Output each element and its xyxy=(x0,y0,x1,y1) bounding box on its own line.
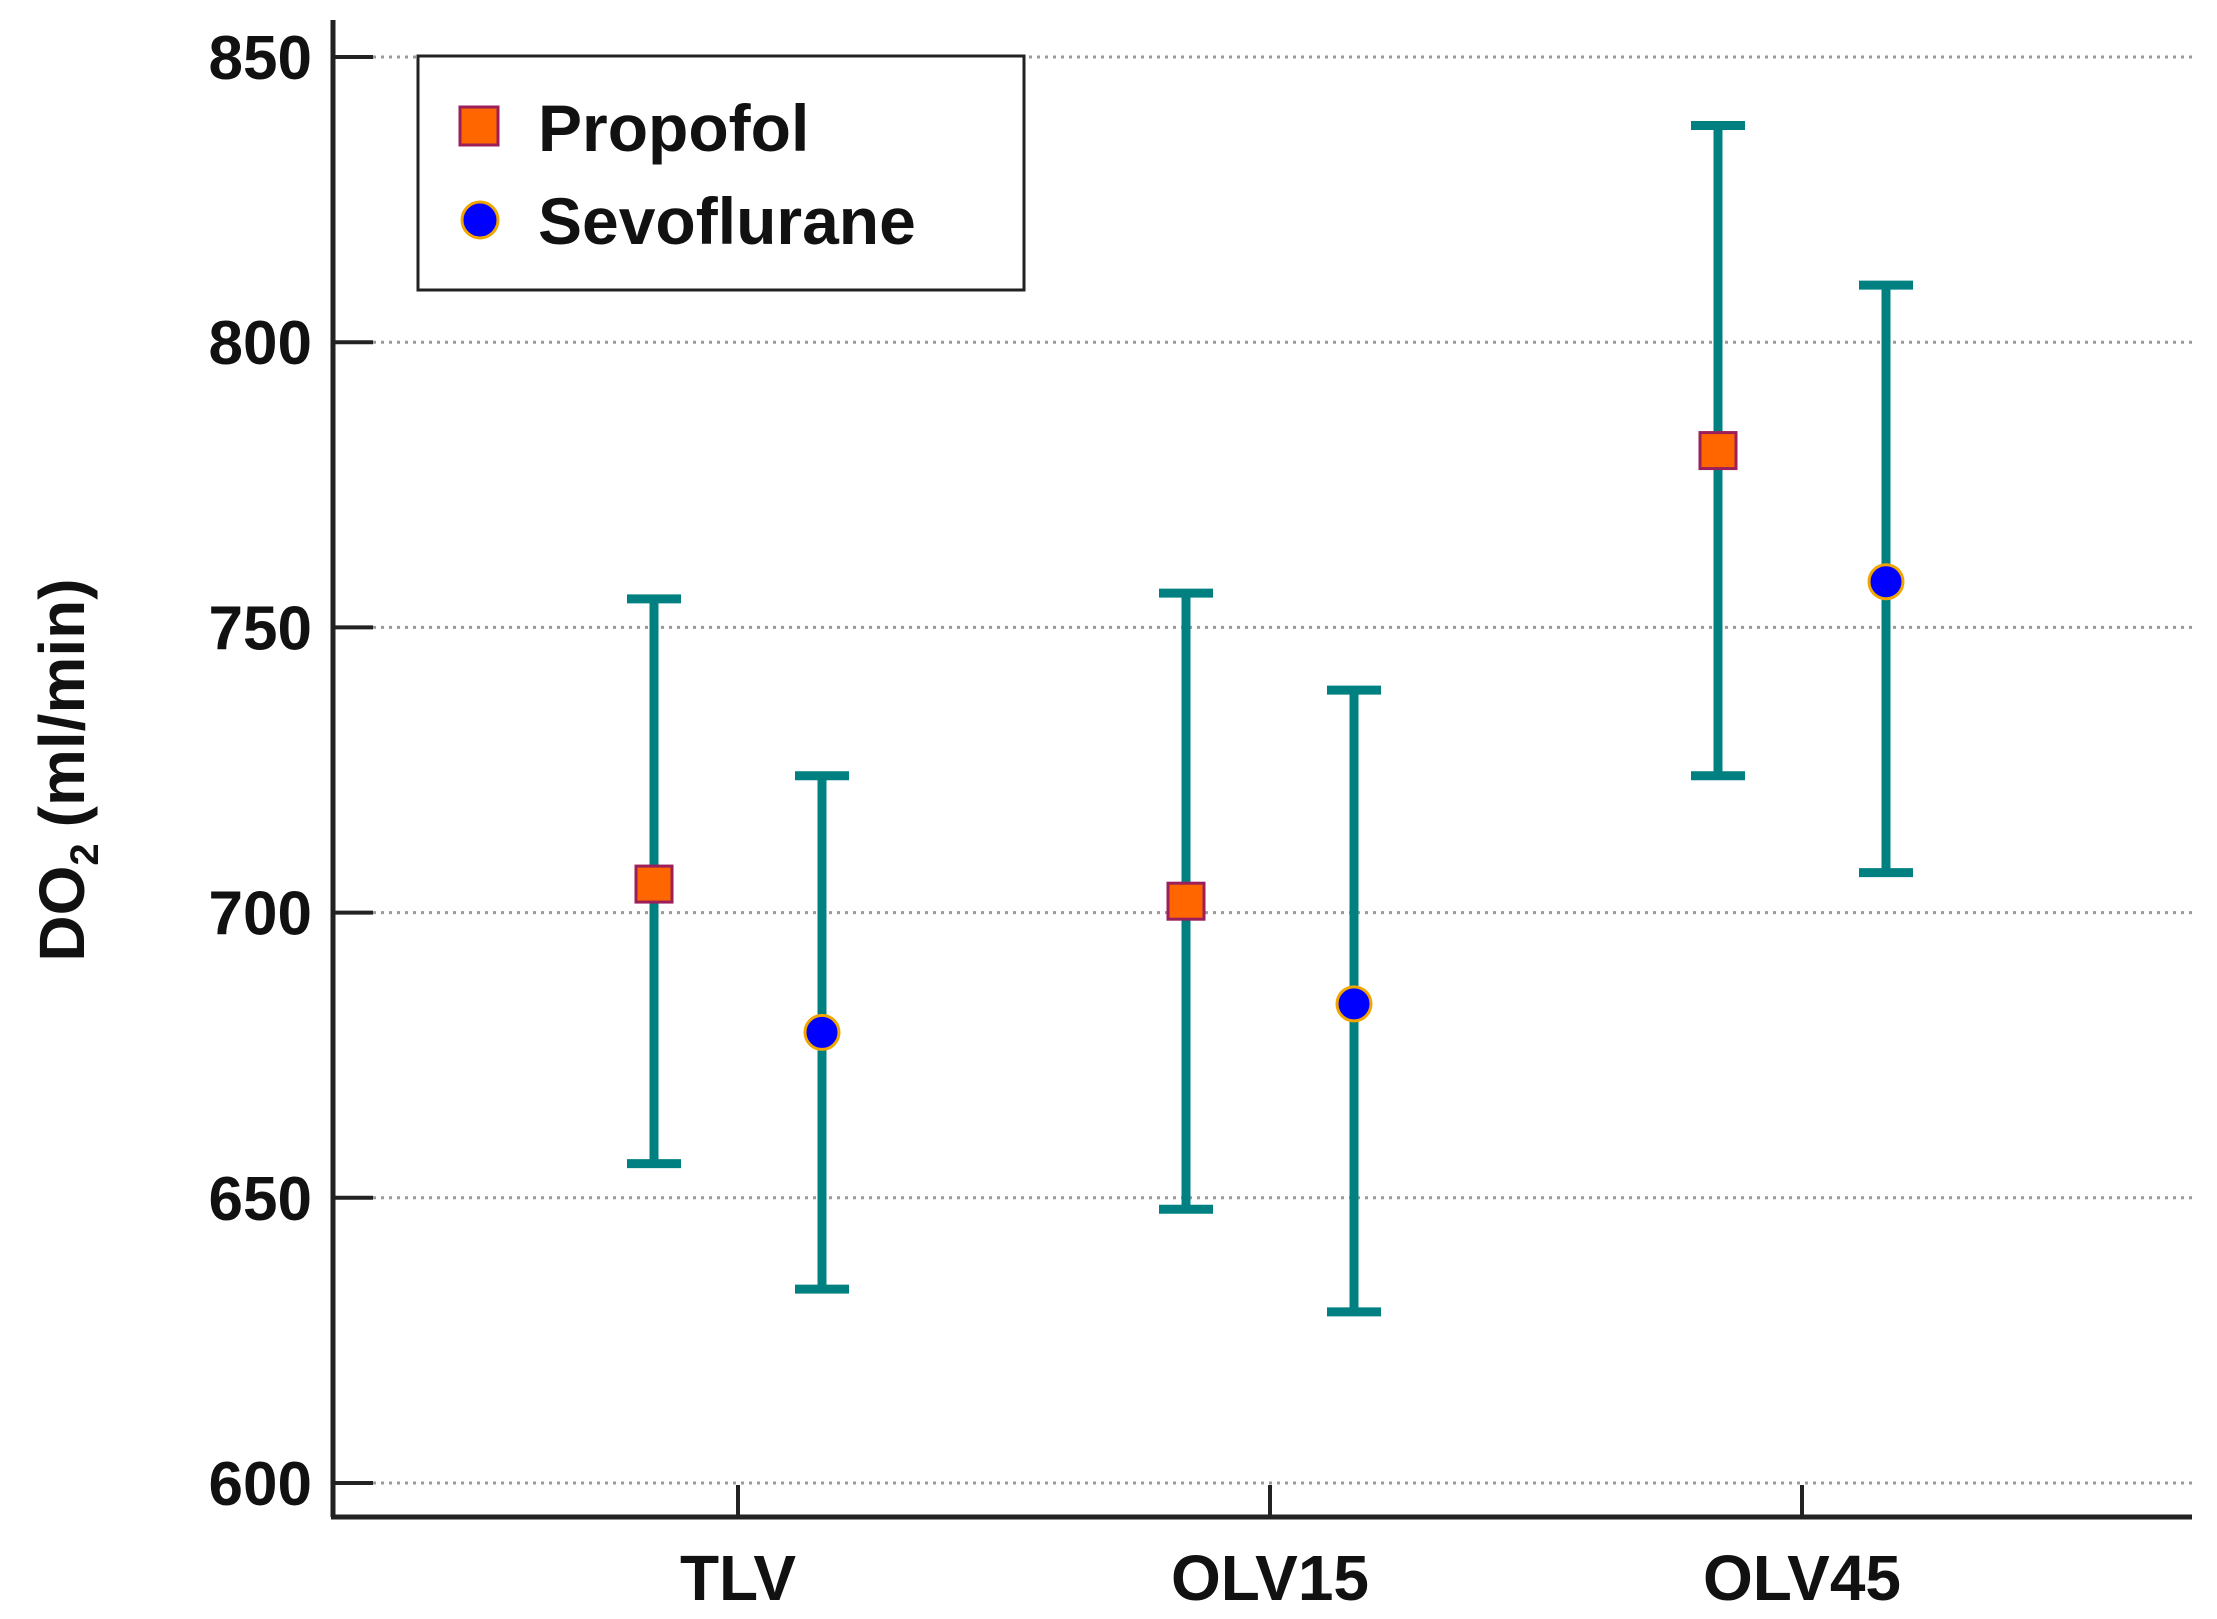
marker-propofol-olv45 xyxy=(1698,431,1738,471)
y-tick-label-650: 650 xyxy=(209,1165,312,1234)
data-markers xyxy=(634,431,1905,1051)
x-tick-label-olv15: OLV15 xyxy=(1171,1542,1369,1614)
y-tick-label-700: 700 xyxy=(209,880,312,949)
y-axis-title-unit: (ml/min) xyxy=(26,578,98,827)
error-bars xyxy=(627,120,1913,1317)
y-tick-label-850: 850 xyxy=(209,24,312,93)
x-tick-label-tlv: TLV xyxy=(680,1542,796,1614)
marker-propofol-tlv xyxy=(634,864,674,904)
marker-propofol-olv15 xyxy=(1166,881,1206,921)
x-tick-labels: TLV OLV15 OLV45 xyxy=(680,1542,1901,1614)
y-axis-title: DO2 (ml/min) xyxy=(26,578,107,961)
marker-sevoflurane-tlv xyxy=(803,1013,841,1051)
y-tick-labels: 600 650 700 750 800 850 xyxy=(209,24,312,1519)
grid-lines xyxy=(333,55,2192,1485)
legend-marker-propofol xyxy=(458,105,500,147)
marker-sevoflurane-olv15 xyxy=(1335,985,1373,1023)
legend-label-sevoflurane: Sevoflurane xyxy=(538,184,916,258)
axes xyxy=(330,20,2192,1520)
legend-box xyxy=(416,54,1026,292)
y-tick-label-750: 750 xyxy=(209,594,312,663)
y-axis-title-main: DO xyxy=(26,866,98,962)
marker-sevoflurane-olv45 xyxy=(1867,563,1905,601)
y-tick-label-800: 800 xyxy=(209,309,312,378)
legend: Propofol Sevoflurane xyxy=(416,54,1026,292)
legend-marker-sevoflurane xyxy=(460,200,500,240)
legend-label-propofol: Propofol xyxy=(538,91,809,165)
y-axis-title-subscript: 2 xyxy=(63,843,107,865)
y-tick-label-600: 600 xyxy=(209,1450,312,1519)
x-tick-label-olv45: OLV45 xyxy=(1703,1542,1901,1614)
